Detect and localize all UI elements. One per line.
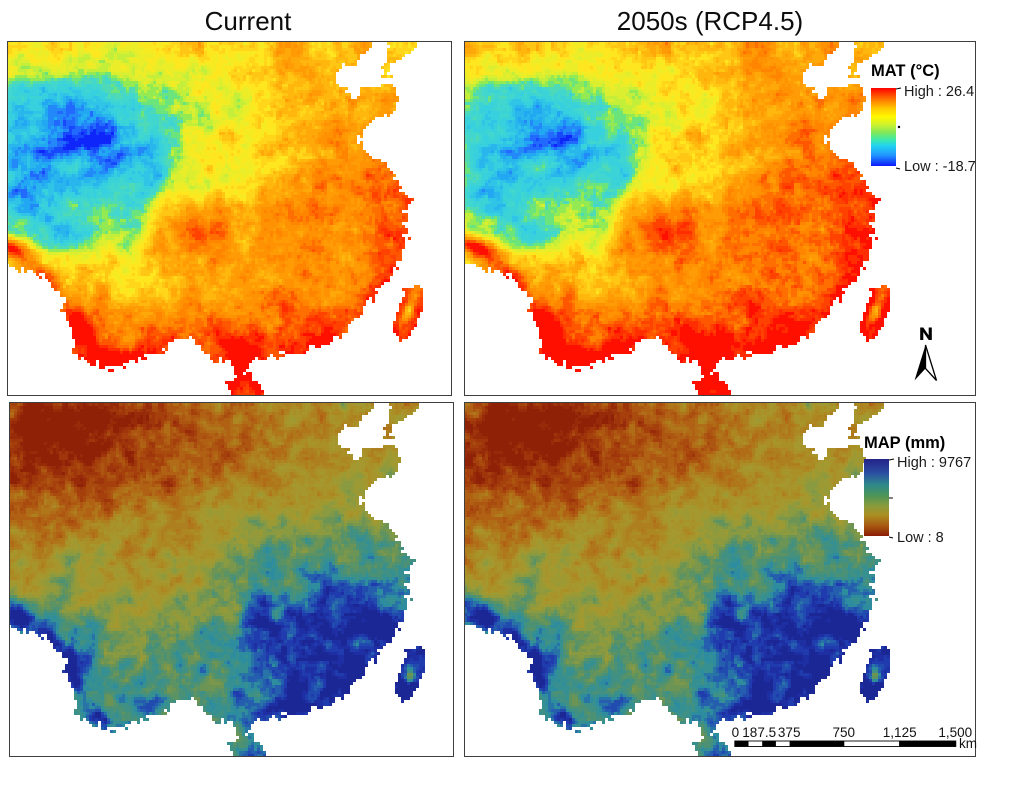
svg-text:750: 750 <box>833 725 856 740</box>
svg-text:1,125: 1,125 <box>883 725 917 740</box>
svg-text:km: km <box>959 736 977 751</box>
svg-text:1,500: 1,500 <box>938 725 972 740</box>
svg-text:187.5: 187.5 <box>742 725 776 740</box>
svg-text:0: 0 <box>732 725 740 740</box>
svg-text:375: 375 <box>778 725 801 740</box>
